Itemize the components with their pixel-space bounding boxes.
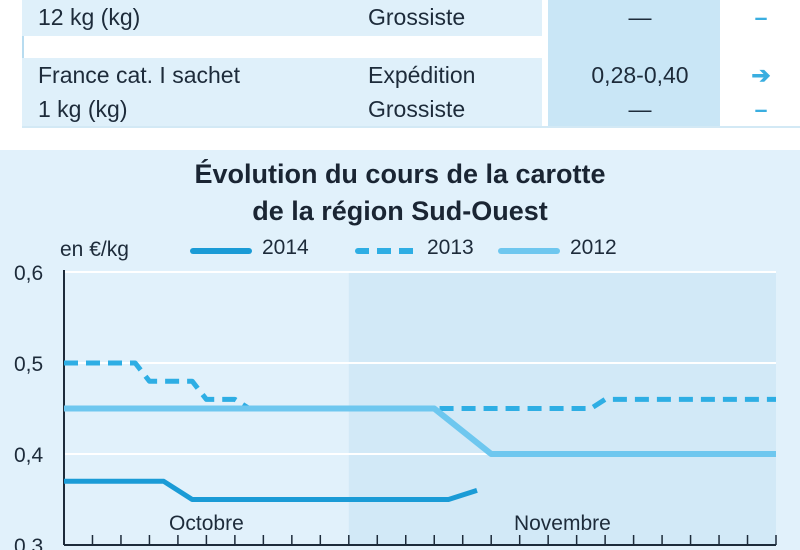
price-table: 12 kg (kg) Grossiste — – France cat. I s… [0,0,800,130]
legend-label: 2014 [262,236,309,259]
price-cell: — [628,4,652,30]
table-row: 12 kg (kg) Grossiste — – [22,0,800,36]
legend-label: 2012 [570,236,617,259]
y-tick-label: 0,3 [14,535,43,550]
price-cell: — [628,96,652,122]
arrow-right-icon: ➔ [751,62,771,88]
chart-title: Évolution du cours de la carotte de la r… [0,156,800,230]
x-month-label: Novembre [514,512,611,535]
y-axis-unit-label: en €/kg [60,238,129,261]
product-cell: 12 kg (kg) [38,4,141,30]
table-row: France cat. I sachet 1 kg (kg) Expéditio… [22,58,800,126]
legend-swatch [498,248,560,254]
series-line-2012 [64,405,776,457]
x-month-label: Octobre [169,512,244,535]
product-cell: 1 kg (kg) [38,96,128,122]
stage-cell: Grossiste [368,4,466,30]
y-tick-label: 0,4 [14,444,44,467]
trend-icon: – [754,96,768,122]
legend-swatch [355,248,417,254]
y-tick-label: 0,6 [14,262,43,285]
product-cell: France cat. I sachet [38,62,240,88]
price-cell: 0,28-0,40 [591,62,689,88]
row-background [22,0,542,36]
stage-cell: Grossiste [368,96,466,122]
row-background [22,58,542,126]
trend-icon: – [754,4,768,30]
chart-title-line: de la région Sud-Ouest [252,196,548,226]
stage-cell: Expédition [368,62,476,88]
chart-title-line: Évolution du cours de la carotte [194,159,606,189]
series-line-2014 [64,478,478,502]
y-tick-label: 0,5 [14,353,43,376]
line-chart: 0,3 0,4 0,5 0,6 Octobre Novembre [14,262,777,550]
price-column-highlight [548,0,720,128]
legend-swatch [190,248,252,254]
table-bottom-rule [22,126,800,128]
legend-label: 2013 [427,236,474,259]
